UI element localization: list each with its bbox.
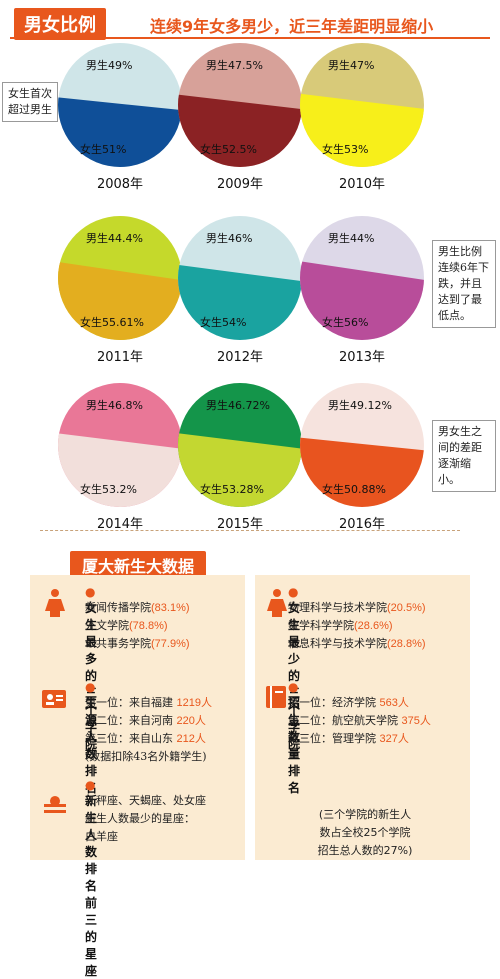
pie-year-label: 2016年 (338, 517, 386, 532)
pie-chart-2008年 (58, 43, 182, 167)
list-item: 公共事务学院(77.9%) (85, 637, 190, 650)
pie-year-label: 2013年 (338, 350, 386, 365)
summary-line: (三个学院的新生人 (318, 808, 412, 821)
pie-chart-2016年 (300, 383, 424, 507)
list-item: 第三位：来自山东 212人 (85, 732, 206, 745)
pie-chart-2009年 (178, 43, 302, 167)
libra-icon (44, 796, 66, 813)
female-icon (267, 589, 287, 617)
list-item: 第三位：管理学院 327人 (288, 732, 409, 745)
pie-chart-2010年 (300, 43, 424, 167)
pie-slice-female (58, 261, 182, 340)
summary-line: 数占全校25个学院 (319, 826, 411, 839)
list-item: 数学科学学院(28.6%) (288, 619, 393, 632)
id-card-icon (42, 690, 66, 708)
pie-female-label: 女生56% (322, 316, 369, 329)
pie-female-label: 女生53% (322, 143, 369, 156)
pie-year-label: 2011年 (96, 350, 144, 365)
pie-year-label: 2009年 (216, 177, 264, 192)
card-title: ●生源人数排名 (85, 680, 98, 795)
pie-chart-2015年 (178, 383, 302, 507)
pie-female-label: 女生53.28% (200, 483, 264, 496)
pie-female-label: 女生53.2% (80, 483, 137, 496)
pie-male-label: 男生44% (328, 232, 375, 245)
list-item: 第二位：来自河南 220人 (85, 714, 206, 727)
pie-slice-female (178, 94, 302, 167)
pie-male-label: 男生49% (86, 59, 133, 72)
section-divider (40, 530, 460, 531)
origin-note: (数据扣除43名外籍学生) (85, 750, 207, 763)
list-item: 第一位：经济学院 563人 (288, 696, 409, 709)
pie-female-label: 女生54% (200, 316, 247, 329)
callout-2016: 男女生之间的差距逐渐缩小。 (432, 420, 496, 492)
pie-female-label: 女生50.88% (322, 483, 386, 496)
section-subtitle: 连续9年女多男少，近三年差距明显缩小 (150, 17, 434, 36)
zodiac-least-label: 新生人数最少的星座： (85, 812, 195, 825)
pie-female-label: 女生51% (80, 143, 127, 156)
summary-line: 招生总人数的27%) (317, 844, 413, 857)
list-item: 物理科学与技术学院(20.5%) (288, 601, 426, 614)
list-item: 新闻传播学院(83.1%) (85, 601, 190, 614)
pie-male-label: 男生44.4% (86, 232, 143, 245)
pie-year-label: 2012年 (216, 350, 264, 365)
pie-slice-female (300, 93, 424, 167)
pie-slice-female (178, 432, 302, 507)
section-title-tag: 男女比例 (14, 8, 106, 40)
pie-chart-2012年 (178, 216, 302, 340)
callout-2013: 男生比例连续6年下跌，并且达到了最低点。 (432, 240, 496, 328)
pie-slice-female (178, 264, 302, 340)
pie-year-label: 2014年 (96, 517, 144, 532)
pie-slice-female (300, 437, 424, 507)
pie-male-label: 男生47.5% (206, 59, 263, 72)
panel-right (255, 575, 470, 860)
callout-2008: 女生首次超过男生 (2, 82, 58, 122)
pie-chart-2011年 (58, 216, 182, 340)
pie-chart-2014年 (58, 383, 182, 507)
pie-year-label: 2008年 (96, 177, 144, 192)
pie-male-label: 男生47% (328, 59, 375, 72)
female-icon (45, 589, 65, 617)
book-icon (266, 686, 286, 708)
pie-female-label: 女生52.5% (200, 143, 257, 156)
pie-male-label: 男生49.12% (328, 399, 392, 412)
pie-year-label: 2015年 (216, 517, 264, 532)
card-title: ●女生最少的三个学院 (288, 585, 301, 751)
header-rule (10, 37, 490, 39)
card-title: ●女生最多的三个学院 (85, 585, 98, 751)
pie-chart-2013年 (300, 216, 424, 340)
list-item: 第一位：来自福建 1219人 (85, 696, 212, 709)
section2-title-tag: 厦大新生大数据 (70, 551, 207, 579)
pie-slice-female (58, 433, 182, 507)
list-item: 外文学院(78.8%) (85, 619, 168, 632)
pie-male-label: 男生46.72% (206, 399, 270, 412)
card-title: ●招生数量排名 (288, 680, 301, 795)
list-item: 信息科学与技术学院(28.8%) (288, 637, 426, 650)
list-item: 第二位：航空航天学院 375人 (288, 714, 431, 727)
pie-slice-female (58, 97, 182, 167)
zodiac-top-list: 天秤座、天蝎座、处女座 (85, 794, 206, 807)
card-summary: (三个学院的新生人 数占全校25个学院 招生总人数的27%) (290, 806, 440, 860)
pie-male-label: 男生46% (206, 232, 253, 245)
zodiac-least-value: 白羊座 (85, 830, 118, 843)
pie-year-label: 2010年 (338, 177, 386, 192)
pie-slice-female (300, 260, 424, 340)
pie-male-label: 男生46.8% (86, 399, 143, 412)
pie-female-label: 女生55.61% (80, 316, 144, 329)
